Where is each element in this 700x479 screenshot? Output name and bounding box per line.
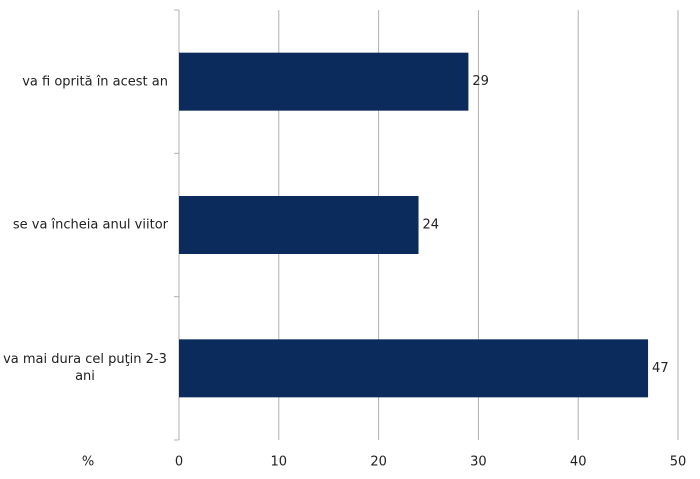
category-label-box: va mai dura cel puţin 2-3 ani <box>0 351 168 385</box>
category-label-box: se va încheia anul viitor <box>0 217 168 234</box>
bar <box>179 339 649 398</box>
y-tick-label: se va încheia anul viitor <box>12 217 168 233</box>
y-tick-label: va mai dura cel puţin 2-3 ani <box>3 352 167 385</box>
x-tick-label: 30 <box>470 455 487 470</box>
x-tick-label: 40 <box>570 455 587 470</box>
x-tick-label: 0 <box>175 455 183 470</box>
y-tick-label: va fi oprită în acest an <box>22 74 168 90</box>
bar <box>179 196 419 254</box>
x-tick-label: 10 <box>271 455 288 470</box>
bar <box>179 52 469 111</box>
value-label: 47 <box>652 361 669 376</box>
value-label: 29 <box>472 74 489 89</box>
value-label: 24 <box>423 218 440 233</box>
category-label-box: va fi oprită în acest an <box>0 73 168 90</box>
x-tick-label: 50 <box>670 455 687 470</box>
x-tick-label: 20 <box>370 455 387 470</box>
x-axis-label: % <box>82 455 94 470</box>
